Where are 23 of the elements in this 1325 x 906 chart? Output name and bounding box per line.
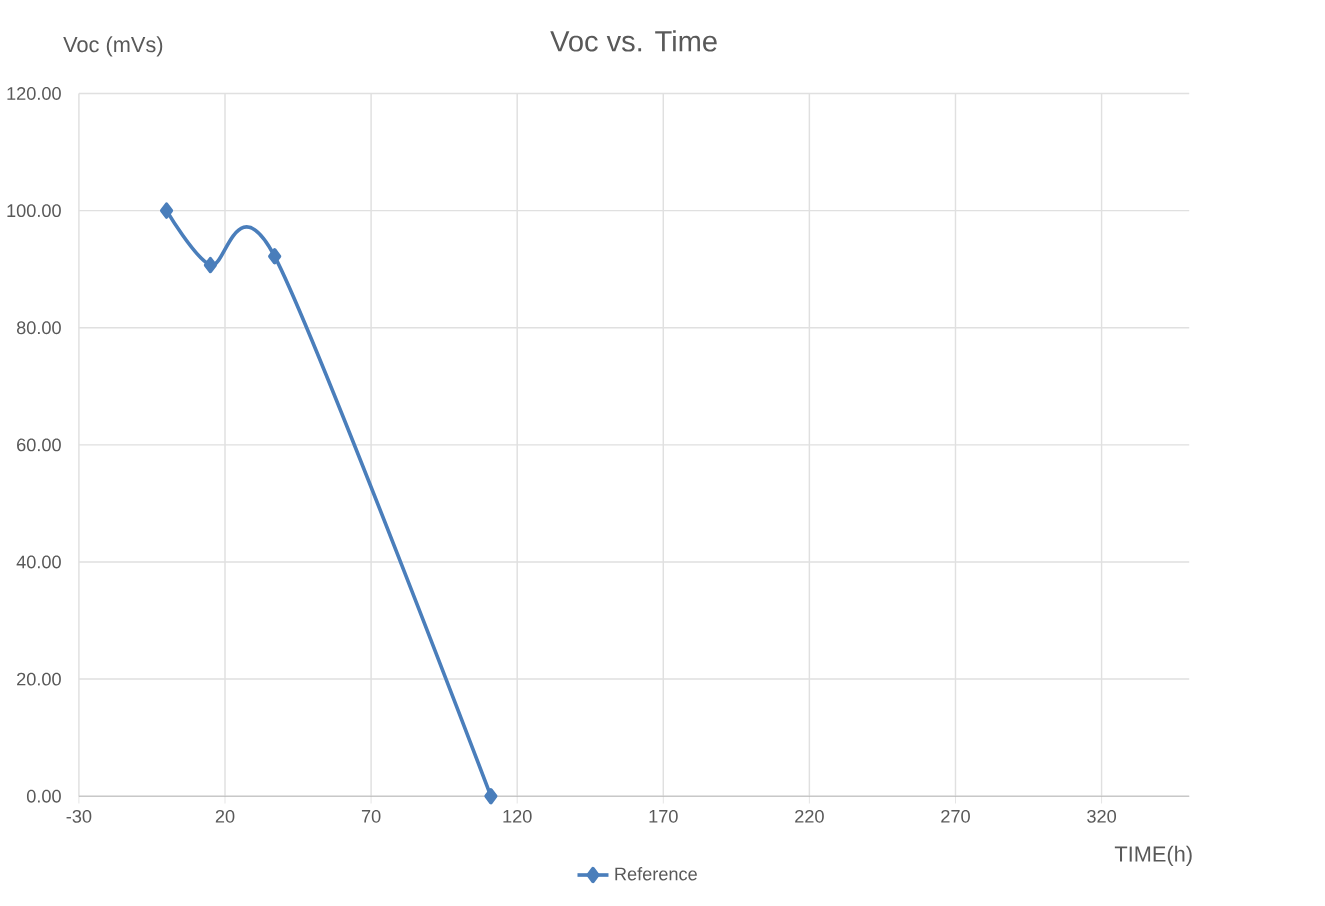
x-tick-label: -30 [66, 809, 92, 823]
point [268, 248, 282, 265]
y-tick-label: 120.00 [7, 87, 61, 100]
y-tick-label: 60.00 [17, 438, 61, 452]
y-tick-label: 100.00 [7, 204, 61, 218]
point [203, 256, 217, 274]
legend-label: Reference [615, 867, 697, 881]
y-tick-label: 0.00 [26, 789, 61, 803]
x-tick-label: 70 [361, 809, 381, 823]
x-tick-label: 270 [941, 809, 970, 823]
point [159, 202, 174, 219]
chart-title: Voc vs. Time [550, 30, 717, 52]
x-tick-label: 220 [795, 809, 824, 823]
x-axis-title: TIME(h) [1114, 845, 1192, 867]
y-axis-title: Voc (mVs) [63, 36, 163, 57]
x-tick-label: 20 [215, 809, 235, 823]
x-tick-label: 320 [1087, 809, 1117, 823]
x-tick-label: 170 [649, 809, 678, 823]
point [484, 788, 498, 805]
x-tick-label: 120 [503, 809, 532, 823]
y-tick-label: 40.00 [16, 555, 61, 569]
y-tick-label: 20.00 [17, 672, 61, 686]
y-tick-label: 80.00 [16, 321, 61, 335]
